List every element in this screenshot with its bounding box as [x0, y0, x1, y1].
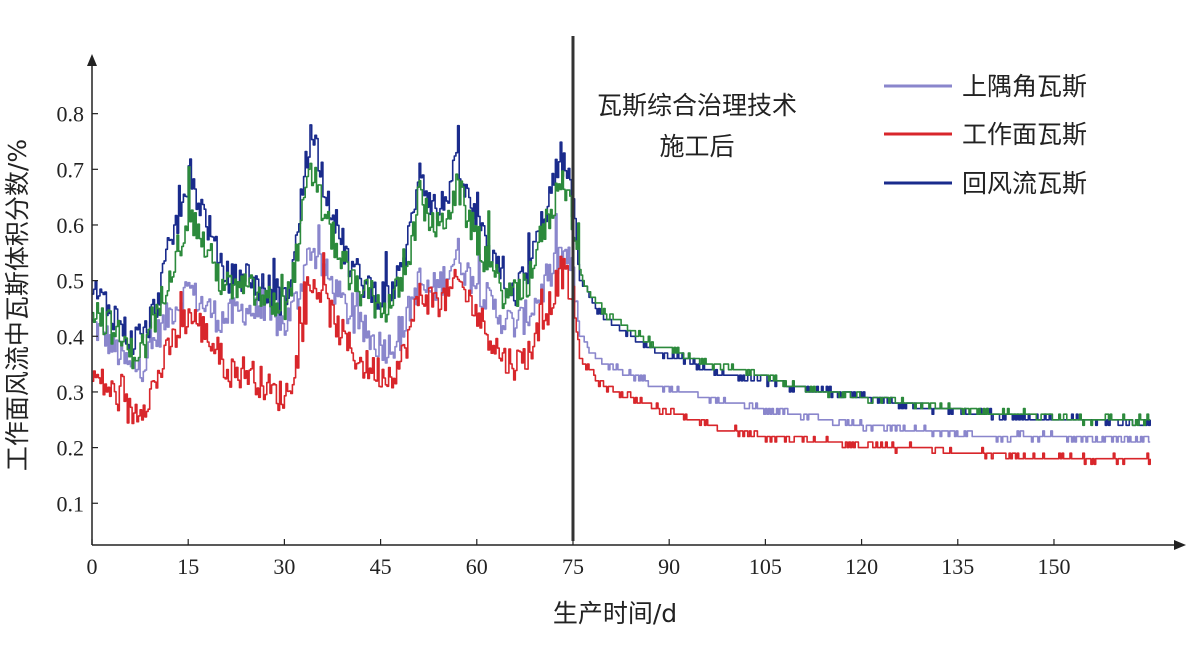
legend-label-working-face: 工作面瓦斯 — [962, 120, 1087, 149]
x-tick-label: 120 — [845, 554, 878, 579]
x-axis-label: 生产时间/d — [553, 599, 677, 628]
x-tick-label: 60 — [466, 554, 488, 579]
x-tick-label: 135 — [941, 554, 974, 579]
axes-layer — [87, 54, 1186, 550]
annotation-line-2: 施工后 — [659, 132, 734, 161]
y-axis-arrow — [87, 54, 97, 66]
legend-label-upper-corner: 上隅角瓦斯 — [962, 72, 1087, 101]
x-tick-label: 105 — [749, 554, 782, 579]
legend: 上隅角瓦斯 工作面瓦斯 回风流瓦斯 — [884, 72, 1087, 198]
y-axis-label: 工作面风流中瓦斯体积分数/% — [3, 139, 32, 471]
x-tick-label: 0 — [87, 554, 98, 579]
y-tick-label: 0.8 — [57, 102, 85, 127]
x-tick-label: 30 — [273, 554, 295, 579]
x-tick-label: 45 — [370, 554, 392, 579]
y-tick-label: 0.3 — [57, 380, 85, 405]
y-tick-label: 0.1 — [57, 491, 85, 516]
series-line-0 — [92, 213, 1151, 443]
x-tick-label: 150 — [1037, 554, 1070, 579]
x-tick-label: 75 — [562, 554, 584, 579]
series-layer — [92, 124, 1151, 466]
series-line-1 — [92, 252, 1151, 466]
x-tick-label: 15 — [177, 554, 199, 579]
annotation-line-1: 瓦斯综合治理技术 — [597, 91, 797, 120]
y-tick-label: 0.7 — [57, 157, 85, 182]
y-tick-label: 0.5 — [57, 269, 85, 294]
ticks-layer: 0 15 30 45 60 75 90 105 120 135 150 0.1 0.2 0.3 0.4 0.5… — [57, 102, 1071, 579]
series-line-3 — [92, 162, 1151, 427]
legend-label-return-air: 回风流瓦斯 — [962, 169, 1087, 198]
y-tick-label: 0.6 — [57, 213, 85, 238]
y-tick-label: 0.4 — [57, 324, 85, 349]
x-axis-arrow — [1174, 540, 1186, 550]
x-tick-label: 90 — [658, 554, 680, 579]
y-tick-label: 0.2 — [57, 436, 85, 461]
